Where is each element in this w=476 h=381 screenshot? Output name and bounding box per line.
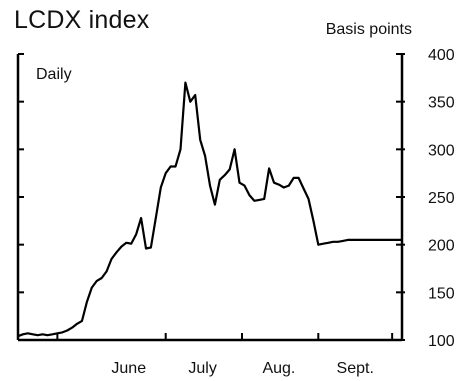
chart-title: LCDX index xyxy=(14,6,150,34)
y-tick-label: 400 xyxy=(428,47,455,64)
y-tick-label: 150 xyxy=(428,285,455,302)
x-tick-label: Sept. xyxy=(337,360,374,377)
lcdx-series-line xyxy=(17,81,402,338)
x-tick-label: July xyxy=(188,360,216,377)
y-tick-label: 250 xyxy=(428,190,455,207)
y-tick-label: 350 xyxy=(428,95,455,112)
y-tick-label: 300 xyxy=(428,142,455,159)
frequency-annotation: Daily xyxy=(36,66,72,83)
x-tick-label: Aug. xyxy=(262,360,295,377)
y-tick-label: 200 xyxy=(428,238,455,255)
x-tick-label: June xyxy=(111,360,146,377)
y-axis-unit-label: Basis points xyxy=(325,21,412,38)
y-tick-label: 100 xyxy=(428,333,455,350)
